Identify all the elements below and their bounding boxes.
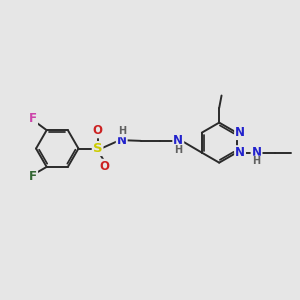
Text: N: N [173,134,183,147]
Text: N: N [252,146,262,159]
Text: S: S [93,142,102,155]
Text: F: F [29,112,37,125]
Text: N: N [117,134,127,147]
Text: F: F [29,170,37,183]
Text: O: O [99,160,109,173]
Text: H: H [118,126,126,136]
Text: H: H [253,157,261,166]
Text: O: O [93,124,103,137]
Text: N: N [235,146,245,159]
Text: N: N [235,126,245,139]
Text: H: H [174,145,182,155]
